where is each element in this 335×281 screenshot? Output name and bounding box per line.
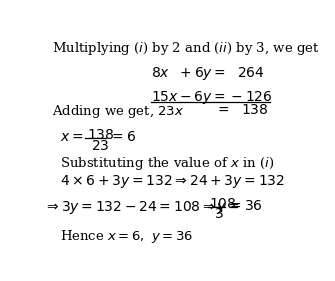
Text: $x=$: $x=$ <box>60 130 83 144</box>
Text: Substituting the value of $x$ in ($i$): Substituting the value of $x$ in ($i$) <box>60 155 274 172</box>
Text: $15x-6y=-126$: $15x-6y=-126$ <box>151 89 272 106</box>
Text: Adding we get, $23x$: Adding we get, $23x$ <box>52 103 185 120</box>
Text: $=\ \ 138$: $=\ \ 138$ <box>214 103 268 117</box>
Text: $4\times6+3y=132\Rightarrow24+3y=132$: $4\times6+3y=132\Rightarrow24+3y=132$ <box>60 173 285 190</box>
Text: $\Rightarrow3y=132-24=108\Rightarrow y=$: $\Rightarrow3y=132-24=108\Rightarrow y=$ <box>45 199 240 216</box>
Text: Multiplying ($i$) by 2 and ($ii$) by 3, we get: Multiplying ($i$) by 2 and ($ii$) by 3, … <box>52 40 320 57</box>
Text: $23$: $23$ <box>91 139 109 153</box>
Text: $8x\ \ +6y=\ \ 264$: $8x\ \ +6y=\ \ 264$ <box>151 65 265 82</box>
Text: Hence $x=6,\ y=36$: Hence $x=6,\ y=36$ <box>60 228 193 245</box>
Text: $3$: $3$ <box>214 207 223 221</box>
Text: $=36$: $=36$ <box>227 199 263 213</box>
Text: $108$: $108$ <box>209 197 236 211</box>
Text: $=6$: $=6$ <box>109 130 136 144</box>
Text: $138$: $138$ <box>87 128 115 142</box>
